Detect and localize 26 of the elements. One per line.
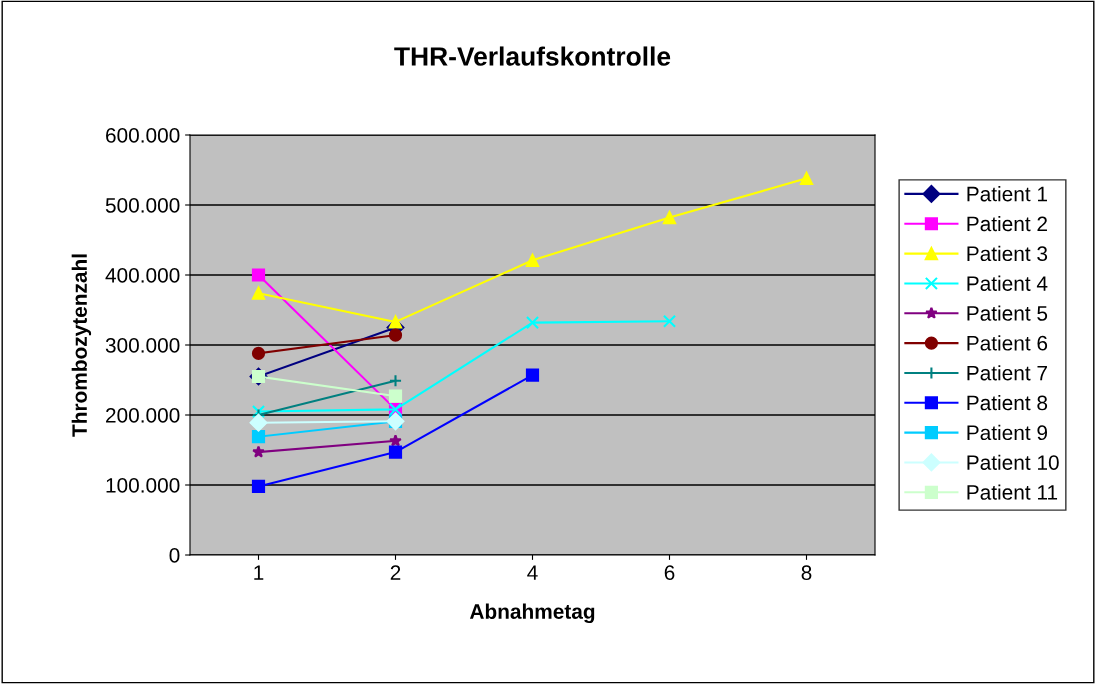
legend-label: Patient 7 xyxy=(967,365,1047,381)
x-tick-label: 8 xyxy=(801,565,812,581)
legend-label: Patient 9 xyxy=(967,424,1048,441)
legend-label: Patient 10 xyxy=(967,454,1059,470)
legend-label: Patient 4 xyxy=(967,275,1048,291)
y-axis-title: Thrombozytenzahl xyxy=(71,254,92,437)
y-tick-label: 400.000 xyxy=(105,268,180,283)
y-tick-label: 500.000 xyxy=(105,198,180,213)
x-tick-label: 1 xyxy=(254,565,264,580)
y-tick-label: 100.000 xyxy=(106,478,180,493)
y-tick-label: 600.000 xyxy=(106,128,180,143)
legend-label: Patient 1 xyxy=(967,186,1047,202)
x-tick-label: 6 xyxy=(664,565,675,581)
legend-label: Patient 6 xyxy=(967,335,1048,351)
x-axis-title: Abnahmetag xyxy=(469,603,595,624)
y-tick-label: 0 xyxy=(169,548,180,563)
x-tick-label: 4 xyxy=(527,565,538,580)
legend-label: Patient 8 xyxy=(967,394,1048,411)
legend-label: Patient 5 xyxy=(967,305,1048,321)
legend-label: Patient 11 xyxy=(967,484,1058,500)
x-tick-label: 2 xyxy=(390,565,401,580)
chart-title: THR-Verlaufskontrolle xyxy=(394,46,671,66)
legend-label: Patient 2 xyxy=(967,215,1047,232)
y-tick-label: 200.000 xyxy=(106,408,180,423)
y-tick-label: 300.000 xyxy=(105,338,180,353)
legend-label: Patient 3 xyxy=(967,245,1048,262)
